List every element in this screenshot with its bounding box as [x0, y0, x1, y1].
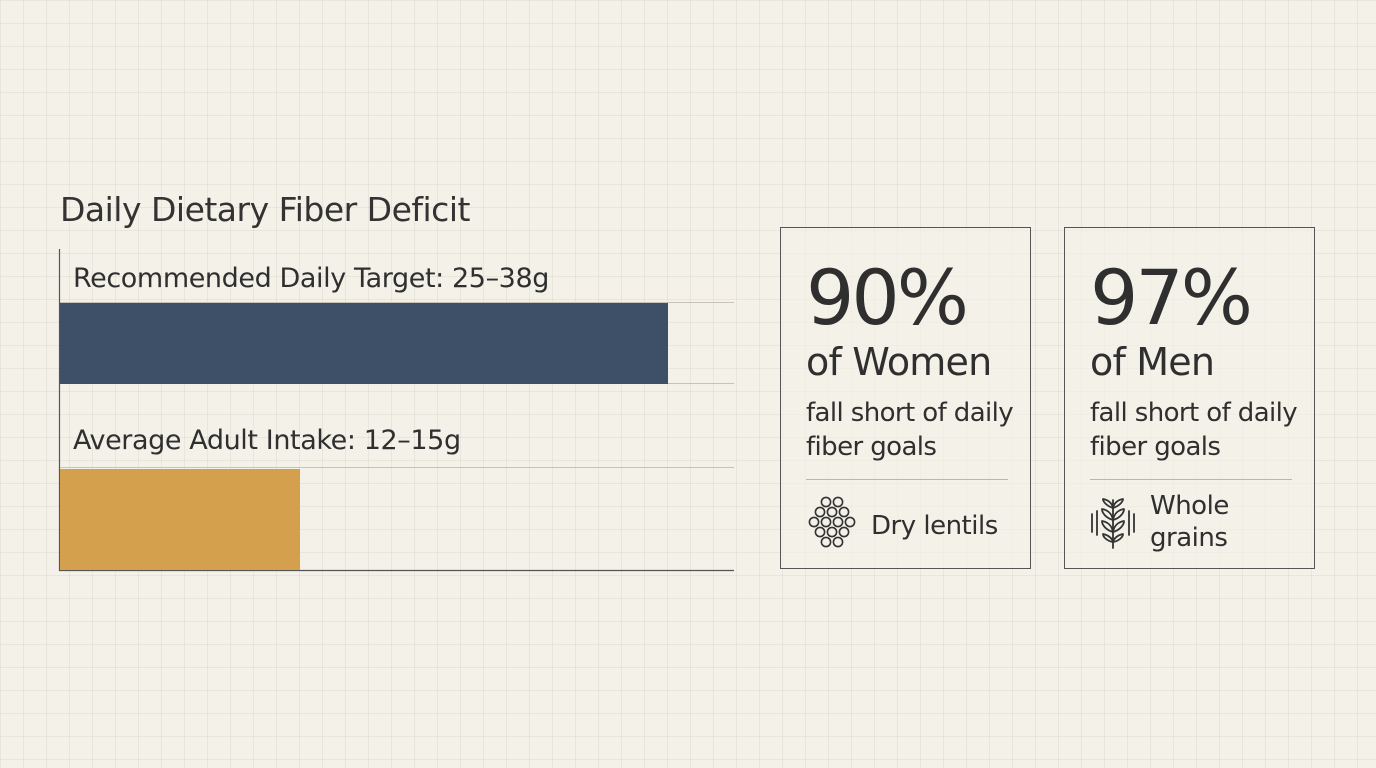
card-divider	[806, 479, 1008, 480]
stat-description: fall short of daily fiber goals	[806, 398, 1014, 462]
lentils-icon	[808, 496, 856, 548]
wheat-icon	[1091, 498, 1135, 549]
stat-percent: 90%	[806, 253, 969, 342]
food-label: Dry lentils	[871, 511, 998, 541]
bar-label: Average Adult Intake: 12–15g	[73, 425, 461, 456]
bar	[60, 469, 300, 570]
stat-percent: 97%	[1090, 253, 1253, 342]
food-label: Whole grains	[1150, 491, 1229, 553]
stat-group: of Women	[806, 340, 992, 384]
stat-description: fall short of daily fiber goals	[1090, 398, 1298, 462]
stat-card-women: 90% of Women fall short of daily fiber g…	[780, 227, 1031, 569]
bar-label: Recommended Daily Target: 25–38g	[73, 263, 549, 294]
bar	[60, 303, 668, 384]
card-divider	[1090, 479, 1292, 480]
stat-group: of Men	[1090, 340, 1215, 384]
bars-layer: Recommended Daily Target: 25–38g Average …	[60, 263, 734, 570]
chart-title: Daily Dietary Fiber Deficit	[60, 190, 470, 229]
bar-chart: Recommended Daily Target: 25–38g Average …	[58, 249, 734, 572]
stat-card-men: 97% of Men fall short of daily fiber goa…	[1064, 227, 1315, 569]
